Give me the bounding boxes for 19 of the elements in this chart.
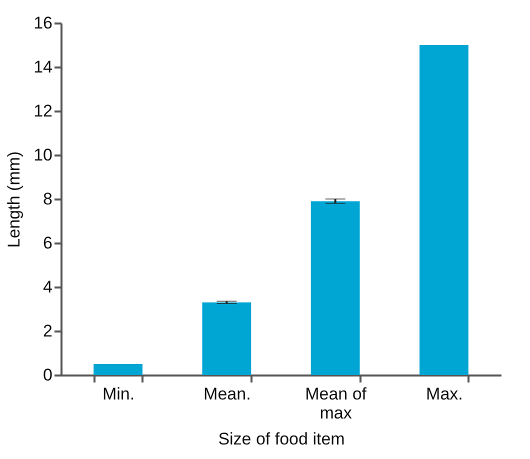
y-tick-label: 12 [34, 102, 52, 120]
x-axis-title: Size of food item [218, 430, 345, 448]
y-tick-label: 6 [43, 234, 52, 252]
y-tick-label: 8 [43, 190, 52, 208]
y-tick-label: 2 [43, 322, 52, 340]
y-tick-label: 16 [34, 14, 52, 32]
y-tick-label: 0 [43, 366, 52, 384]
y-tick-label: 4 [43, 278, 52, 296]
x-tick-label: Mean. [204, 384, 251, 404]
x-tick-label: Mean of max [305, 384, 367, 422]
bar [310, 201, 360, 375]
x-tick-label: Min. [102, 384, 135, 404]
y-tick-label: 10 [34, 146, 52, 164]
bar [202, 302, 252, 375]
y-axis-title: Length (mm) [4, 151, 24, 248]
bar [94, 364, 142, 375]
x-tick-label: Max. [426, 384, 463, 404]
y-tick-label: 14 [34, 58, 52, 76]
bar [420, 45, 468, 375]
